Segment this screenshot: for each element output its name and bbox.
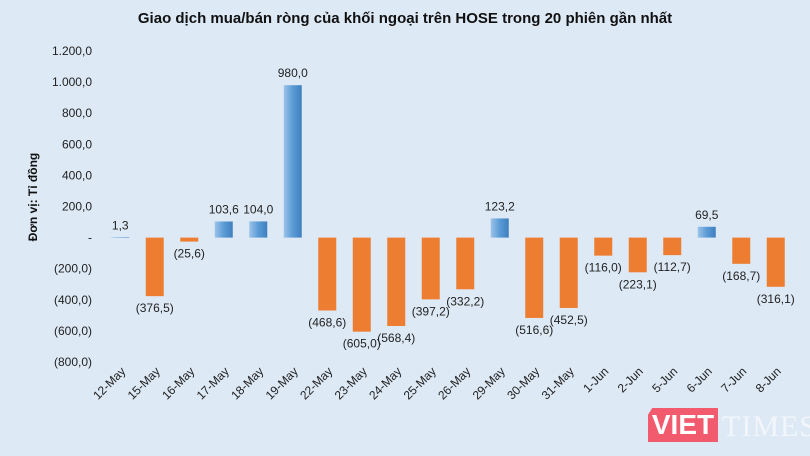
- logo-times: TIMES: [722, 410, 810, 443]
- data-label: 980,0: [278, 66, 308, 80]
- x-tick-label: 23-May: [332, 364, 370, 402]
- y-tick-label: (200,0): [54, 262, 92, 276]
- bar: [628, 237, 647, 273]
- data-label: (316,1): [757, 292, 795, 306]
- bar: [456, 237, 475, 290]
- x-tick-label: 17-May: [194, 364, 232, 402]
- bar: [766, 237, 785, 287]
- y-tick-label: (600,0): [54, 324, 92, 338]
- data-label: (452,5): [550, 313, 588, 327]
- bar: [352, 237, 371, 332]
- data-label: (112,7): [654, 260, 691, 274]
- y-tick-label: -: [88, 231, 92, 245]
- x-tick-label: 12-May: [90, 364, 128, 402]
- bar: [732, 237, 751, 264]
- viettimes-logo: VIET TIMES: [648, 398, 810, 448]
- y-tick-label: 400,0: [62, 168, 92, 182]
- data-label: (605,0): [343, 337, 381, 351]
- y-tick-label: 600,0: [62, 137, 92, 151]
- x-tick-label: 29-May: [470, 364, 508, 402]
- data-label: (168,7): [722, 269, 760, 283]
- bar: [214, 221, 233, 238]
- bar: [663, 237, 682, 256]
- y-tick-label: 800,0: [62, 106, 92, 120]
- bar: [421, 237, 440, 300]
- y-tick-label: 200,0: [62, 200, 92, 214]
- bar: [697, 226, 716, 238]
- x-tick-label: 18-May: [228, 364, 266, 402]
- data-label: (25,6): [174, 247, 205, 261]
- data-label: (116,0): [585, 261, 622, 275]
- chart-title: Giao dịch mua/bán ròng của khối ngoại tr…: [137, 10, 673, 27]
- bar: [525, 237, 544, 318]
- data-label: 123,2: [485, 199, 515, 213]
- x-tick-label: 31-May: [539, 364, 577, 402]
- data-label: (468,6): [308, 315, 346, 329]
- x-tick-label: 24-May: [366, 364, 404, 402]
- x-tick-label: 7-Jun: [718, 364, 749, 395]
- x-tick-label: 30-May: [504, 364, 542, 402]
- x-tick-label: 26-May: [435, 364, 473, 402]
- x-tick-label: 16-May: [159, 364, 197, 402]
- bar: [111, 237, 130, 238]
- x-tick-label: 8-Jun: [753, 364, 784, 395]
- y-tick-label: 1.200,0: [52, 44, 92, 58]
- x-tick-label: 5-Jun: [649, 364, 680, 395]
- data-label: 69,5: [695, 208, 719, 222]
- x-tick-label: 2-Jun: [615, 364, 646, 395]
- logo-viet: VIET: [648, 408, 718, 442]
- data-label: (397,2): [412, 304, 450, 318]
- x-tick-label: 19-May: [263, 364, 301, 402]
- data-label: 103,6: [209, 202, 239, 216]
- bar: [318, 237, 337, 311]
- x-tick-label: 22-May: [297, 364, 335, 402]
- x-tick-label: 25-May: [401, 364, 439, 402]
- data-label: (223,1): [619, 277, 657, 291]
- bar: [283, 85, 302, 238]
- data-label: (568,4): [377, 331, 415, 345]
- bar: [559, 237, 578, 308]
- bar: [145, 237, 164, 297]
- x-tick-label: 6-Jun: [684, 364, 715, 395]
- y-tick-label: (400,0): [54, 293, 92, 307]
- x-tick-label: 1-Jun: [580, 364, 611, 395]
- data-label: (332,2): [446, 294, 484, 308]
- bar: [594, 237, 613, 256]
- data-label: (376,5): [136, 301, 174, 315]
- bar: [249, 221, 268, 238]
- data-label: 104,0: [243, 202, 273, 216]
- bar: [180, 237, 199, 242]
- bar: [387, 237, 406, 326]
- data-label: (516,6): [515, 323, 553, 337]
- y-tick-label: 1.000,0: [52, 75, 92, 89]
- x-tick-label: 15-May: [125, 364, 163, 402]
- bar: [490, 218, 509, 238]
- y-tick-label: (800,0): [54, 355, 92, 369]
- data-label: 1,3: [112, 218, 129, 232]
